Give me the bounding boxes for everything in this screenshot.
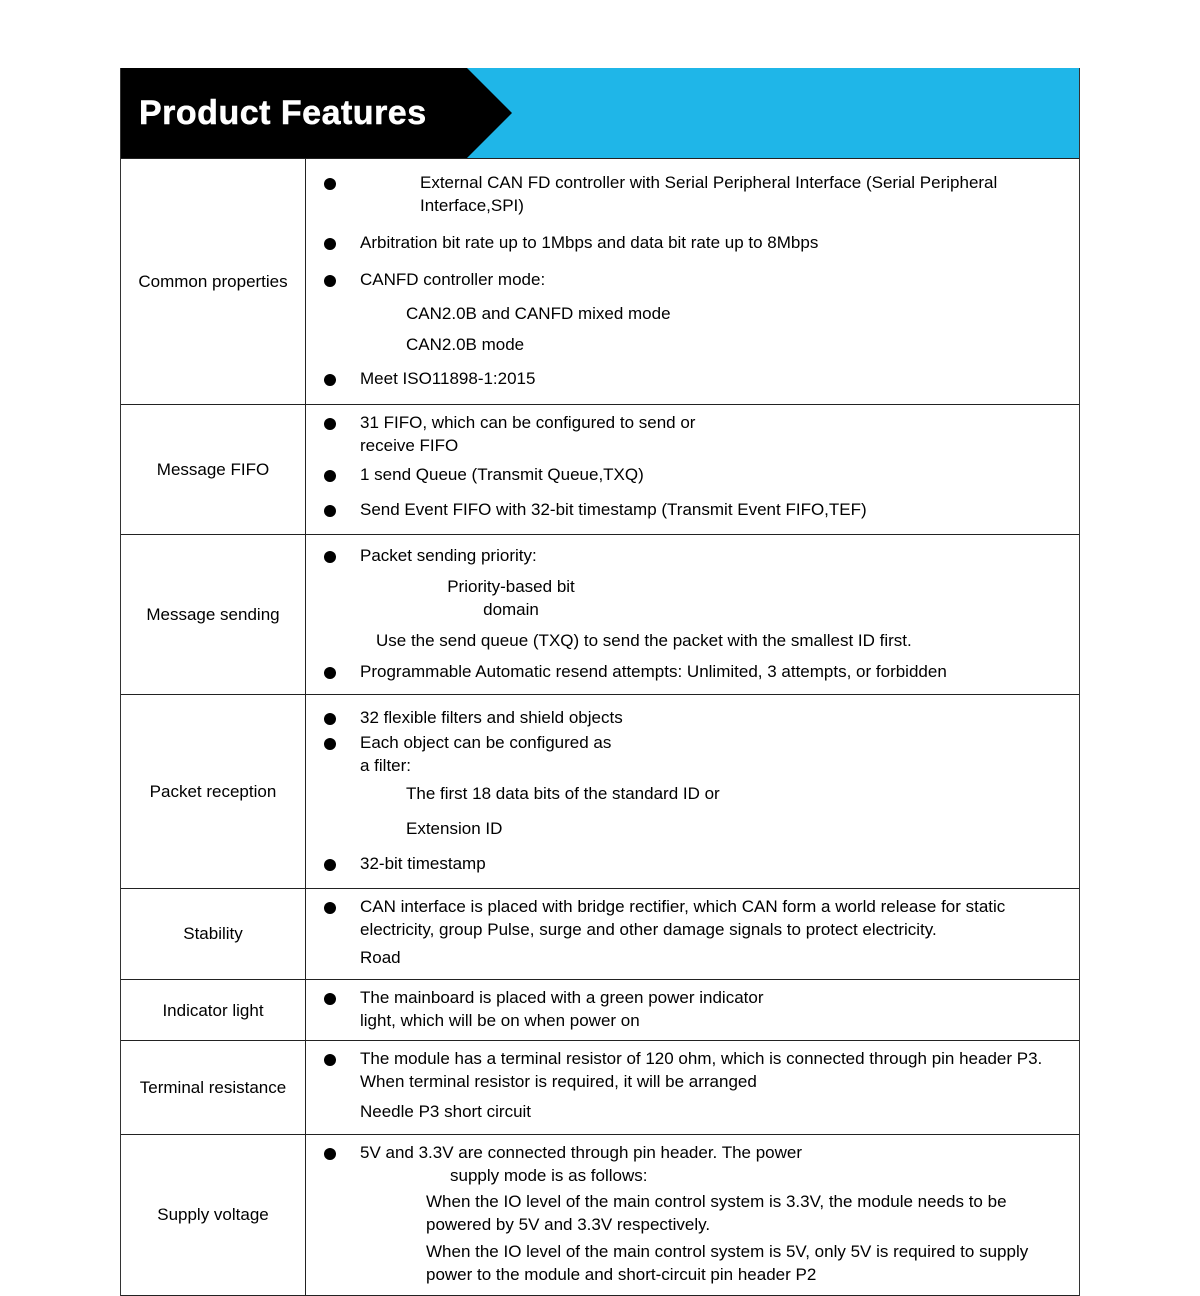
content-sending: Packet sending priority: Priority-based … <box>306 535 1079 694</box>
label-fifo: Message FIFO <box>121 405 306 535</box>
bullet-text: The module has a terminal resistor of 12… <box>360 1048 1067 1094</box>
row-reception: Packet reception 32 flexible filters and… <box>121 694 1079 888</box>
label-supply: Supply voltage <box>121 1135 306 1295</box>
label-reception: Packet reception <box>121 695 306 888</box>
bullet-text: Send Event FIFO with 32-bit timestamp (T… <box>360 499 1067 522</box>
bullet-text: CAN interface is placed with bridge rect… <box>360 896 1067 942</box>
sub-text: Use the send queue (TXQ) to send the pac… <box>306 626 1067 657</box>
bullet-text: 31 FIFO, which can be configured to send… <box>360 412 740 458</box>
bullet-text: External CAN FD controller with Serial P… <box>360 172 1067 218</box>
row-terminal: Terminal resistance The module has a ter… <box>121 1040 1079 1134</box>
bullet-icon <box>324 238 336 250</box>
content-stability: CAN interface is placed with bridge rect… <box>306 889 1079 980</box>
label-sending: Message sending <box>121 535 306 694</box>
header-title: Product Features <box>139 94 427 133</box>
sub-text: Extension ID <box>306 810 1067 845</box>
sub-text: Road <box>306 943 1067 974</box>
bullet-icon <box>324 713 336 725</box>
bullet-icon <box>324 505 336 517</box>
content-reception: 32 flexible filters and shield objects E… <box>306 695 1079 888</box>
bullet-text: Each object can be configured as a filte… <box>360 732 620 778</box>
content-indicator: The mainboard is placed with a green pow… <box>306 980 1079 1040</box>
bullet-text: Arbitration bit rate up to 1Mbps and dat… <box>360 232 1067 255</box>
sub-text: CAN2.0B mode <box>306 330 1067 361</box>
bullet-icon <box>324 859 336 871</box>
bullet-text: 5V and 3.3V are connected through pin he… <box>360 1142 830 1188</box>
sub-text: Needle P3 short circuit <box>306 1095 1067 1128</box>
bullet-icon <box>324 551 336 563</box>
content-terminal: The module has a terminal resistor of 12… <box>306 1041 1079 1134</box>
content-common: External CAN FD controller with Serial P… <box>306 159 1079 404</box>
bullet-icon <box>324 993 336 1005</box>
bullet-text: 32-bit timestamp <box>360 853 1067 876</box>
bullet-icon <box>324 902 336 914</box>
row-supply: Supply voltage 5V and 3.3V are connected… <box>121 1134 1079 1296</box>
row-stability: Stability CAN interface is placed with b… <box>121 888 1079 980</box>
bullet-text: CANFD controller mode: <box>360 269 1067 292</box>
row-common: Common properties External CAN FD contro… <box>121 158 1079 404</box>
bullet-text: Packet sending priority: <box>360 545 1067 568</box>
bullet-text: Programmable Automatic resend attempts: … <box>360 661 1067 684</box>
content-fifo: 31 FIFO, which can be configured to send… <box>306 405 1079 535</box>
label-stability: Stability <box>121 889 306 980</box>
label-common: Common properties <box>121 159 306 404</box>
features-table: Product Features Common properties Exter… <box>120 68 1080 1296</box>
bullet-icon <box>324 178 336 190</box>
bullet-icon <box>324 1148 336 1160</box>
sub-text: When the IO level of the main control sy… <box>306 1189 1067 1239</box>
row-indicator: Indicator light The mainboard is placed … <box>121 979 1079 1040</box>
content-supply: 5V and 3.3V are connected through pin he… <box>306 1135 1079 1295</box>
bullet-icon <box>324 1054 336 1066</box>
label-terminal: Terminal resistance <box>121 1041 306 1134</box>
header-bar: Product Features <box>121 68 1079 158</box>
sub-text: When the IO level of the main control sy… <box>306 1239 1067 1289</box>
bullet-icon <box>324 667 336 679</box>
sub-text: The first 18 data bits of the standard I… <box>306 779 726 810</box>
bullet-icon <box>324 418 336 430</box>
bullet-icon <box>324 738 336 750</box>
sub-text: Priority-based bit domain <box>306 572 596 626</box>
sub-text: CAN2.0B and CANFD mixed mode <box>306 299 1067 330</box>
bullet-text: Meet ISO11898-1:2015 <box>360 368 1067 391</box>
bullet-icon <box>324 470 336 482</box>
bullet-text: 1 send Queue (Transmit Queue,TXQ) <box>360 464 1067 487</box>
bullet-text: The mainboard is placed with a green pow… <box>360 987 770 1033</box>
row-fifo: Message FIFO 31 FIFO, which can be confi… <box>121 404 1079 535</box>
label-indicator: Indicator light <box>121 980 306 1040</box>
bullet-icon <box>324 275 336 287</box>
bullet-text: 32 flexible filters and shield objects <box>360 707 1067 730</box>
row-sending: Message sending Packet sending priority:… <box>121 534 1079 694</box>
bullet-icon <box>324 374 336 386</box>
header-black-tab: Product Features <box>121 68 467 158</box>
